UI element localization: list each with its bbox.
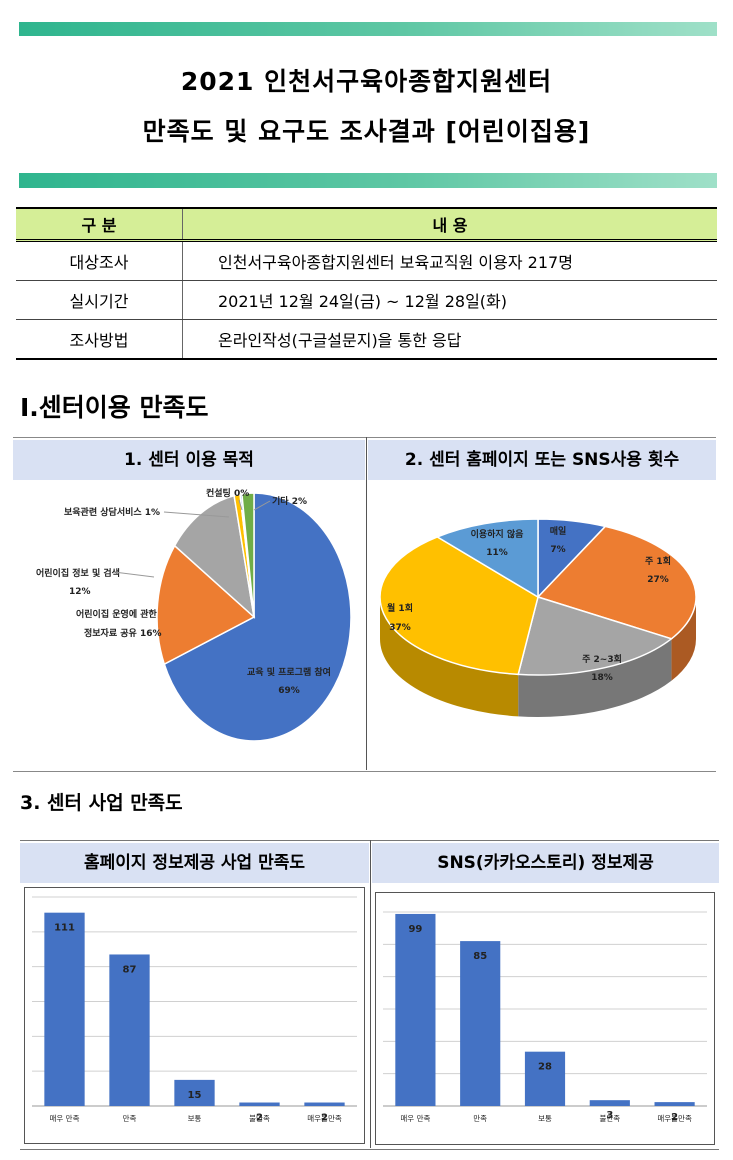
leader-line [238, 499, 243, 511]
bar [589, 1100, 630, 1106]
bar [304, 1102, 345, 1106]
slice-value: 18% [591, 673, 613, 683]
slice-label: 어린이집 정보 및 검색 [36, 567, 120, 579]
x-tick-label: 매우 만족 [400, 1114, 430, 1123]
x-tick-label: 매우불만족 [657, 1114, 692, 1123]
row-value: 인천서구육아종합지원센터 보육교직원 이용자 217명 [182, 240, 717, 281]
bar-value-label: 3 [606, 1110, 613, 1121]
bar [395, 913, 436, 1106]
bar [460, 941, 501, 1106]
bar-value-label: 99 [408, 924, 422, 935]
slice-value: 37% [389, 623, 411, 633]
slice-value: 11% [486, 548, 508, 558]
slice-label: 기타 2% [272, 495, 307, 507]
bar-value-label: 85 [473, 951, 487, 962]
bar-value-label: 87 [123, 964, 137, 975]
bar [524, 1051, 566, 1106]
row-label: 조사방법 [16, 319, 183, 360]
panel4-title: SNS(카카오스토리) 정보제공 [372, 843, 719, 883]
pie-slice [173, 494, 256, 619]
bar [44, 912, 85, 1106]
panel3-title: 홈페이지 정보제공 사업 만족도 [20, 843, 369, 883]
page-title-line1: 2021 인천서구육아종합지원센터 [180, 67, 553, 96]
pie-slice [163, 492, 352, 742]
pie-slice [435, 518, 539, 599]
table-row: 조사방법 온라인작성(구글설문지)을 통한 응답 [16, 319, 717, 360]
col-header-category: 구 분 [16, 207, 183, 242]
slice-value: 27% [647, 575, 669, 585]
slice-label: 이용하지 않음 [471, 528, 524, 540]
x-tick-label: 보통 [188, 1114, 202, 1123]
bar [239, 1102, 280, 1106]
bar-value-label: 28 [538, 1062, 552, 1073]
leader-line [253, 500, 271, 511]
slice-label: 보육관련 상담서비스 1% [64, 506, 160, 518]
pie-side-wall [671, 597, 696, 681]
slice-label: 주 1회 [645, 555, 671, 567]
table-header-row: 구 분 내 용 [16, 207, 717, 242]
slice-label: 매일 [550, 525, 567, 537]
pie-slice [517, 596, 673, 676]
bar-panels-frame [20, 840, 719, 1150]
bar [654, 1102, 695, 1106]
pie-side-wall [380, 597, 519, 717]
pie-slice [156, 544, 256, 666]
slice-label: 교육 및 프로그램 참여 [247, 666, 331, 678]
section1-title: Ⅰ.센터이용 만족도 [20, 393, 209, 422]
bar-value-label: 2 [671, 1112, 678, 1123]
pie-panels-divider [366, 437, 367, 770]
top-decor-bar [19, 22, 717, 36]
survey-info-table: 구 분 내 용 대상조사 인천서구육아종합지원센터 보육교직원 이용자 217명… [16, 207, 717, 360]
row-label: 대상조사 [16, 240, 183, 281]
slice-value: 7% [550, 545, 565, 555]
panel1-title: 1. 센터 이용 목적 [13, 440, 365, 480]
page-title-line2: 만족도 및 요구도 조사결과 [어린이집용] [142, 117, 591, 146]
slice-label: 어린이집 운영에 관한 [76, 608, 158, 620]
pie-slice [379, 536, 539, 676]
section3-title: 3. 센터 사업 만족도 [20, 792, 183, 814]
bottom-decor-bar [19, 173, 717, 188]
row-label: 실시기간 [16, 280, 183, 320]
bar [174, 1079, 215, 1106]
col-header-content: 내 용 [182, 207, 717, 242]
pie-slice [241, 492, 255, 618]
x-tick-label: 매우 만족 [50, 1114, 80, 1123]
x-tick-label: 보통 [538, 1114, 552, 1123]
x-tick-label: 불만족 [599, 1114, 620, 1123]
pie-panels-frame [13, 437, 716, 772]
pie-slice [536, 525, 697, 640]
x-tick-label: 불만족 [249, 1114, 270, 1123]
panel2-title: 2. 센터 홈페이지 또는 SNS사용 횟수 [368, 440, 716, 480]
slice-label: 컨설팅 0% [206, 487, 249, 499]
bar-value-label: 111 [54, 923, 75, 934]
x-tick-label: 만족 [473, 1114, 487, 1123]
slice-label: 월 1회 [387, 602, 413, 614]
slice-value: 69% [278, 686, 300, 696]
table-row: 대상조사 인천서구육아종합지원센터 보육교직원 이용자 217명 [16, 240, 717, 281]
leader-line [163, 511, 230, 518]
usage-pie-chart: 매일 7% 주 1회 27% 주 2~3회 18% 월 1회 37% 이용하지 않음 11% [379, 518, 697, 717]
row-value: 2021년 12월 24일(금) ~ 12월 28일(화) [182, 280, 717, 320]
pie-side-wall [518, 638, 672, 717]
slice-value: 12% [69, 587, 91, 597]
row-value: 온라인작성(구글설문지)을 통한 응답 [182, 319, 717, 360]
bar-value-label: 2 [256, 1113, 263, 1124]
table-row: 실시기간 2021년 12월 24일(금) ~ 12월 28일(화) [16, 280, 717, 320]
bar-value-label: 2 [321, 1113, 328, 1124]
leader-line [113, 571, 155, 578]
slice-value: 정보자료 공유 16% [84, 627, 162, 639]
bar [109, 954, 150, 1106]
bar-value-label: 15 [188, 1090, 202, 1101]
slice-label: 주 2~3회 [582, 653, 622, 665]
x-tick-label: 만족 [123, 1114, 137, 1123]
x-tick-label: 매우불만족 [307, 1114, 342, 1123]
bar-panels-divider [370, 840, 371, 1148]
